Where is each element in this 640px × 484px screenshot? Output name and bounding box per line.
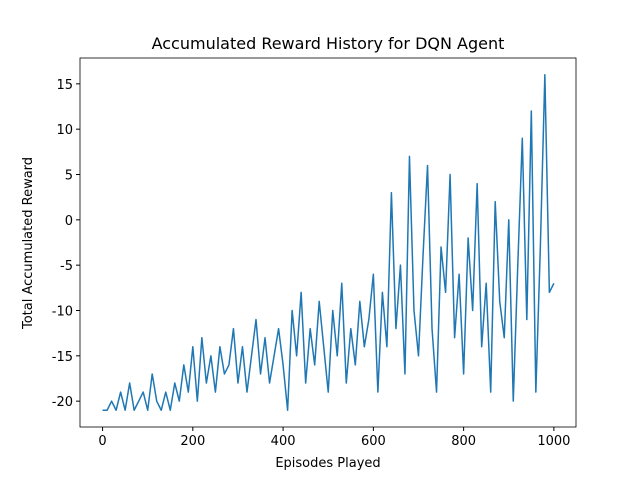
y-axis-label: Total Accumulated Reward [21, 157, 36, 330]
x-tick-label: 800 [451, 434, 476, 449]
y-tick-label: 0 [65, 214, 73, 229]
line-series [102, 74, 555, 411]
y-tick-label: 15 [56, 78, 73, 93]
x-tick-label: 400 [271, 434, 296, 449]
x-tick-label: 0 [98, 434, 106, 449]
y-tick-label: 10 [56, 123, 73, 138]
x-tick-label: 200 [180, 434, 205, 449]
y-tick-label: -10 [52, 304, 73, 319]
y-tick-label: -5 [60, 259, 73, 274]
x-tick-label: 600 [361, 434, 386, 449]
y-tick-label: 5 [65, 169, 73, 184]
y-tick-label: -15 [52, 350, 73, 365]
plot-frame [79, 57, 577, 428]
y-tick-label: -20 [52, 395, 73, 410]
x-tick-label: 1000 [537, 434, 570, 449]
x-axis-label: Episodes Played [275, 456, 380, 471]
chart-title: Accumulated Reward History for DQN Agent [152, 34, 505, 53]
